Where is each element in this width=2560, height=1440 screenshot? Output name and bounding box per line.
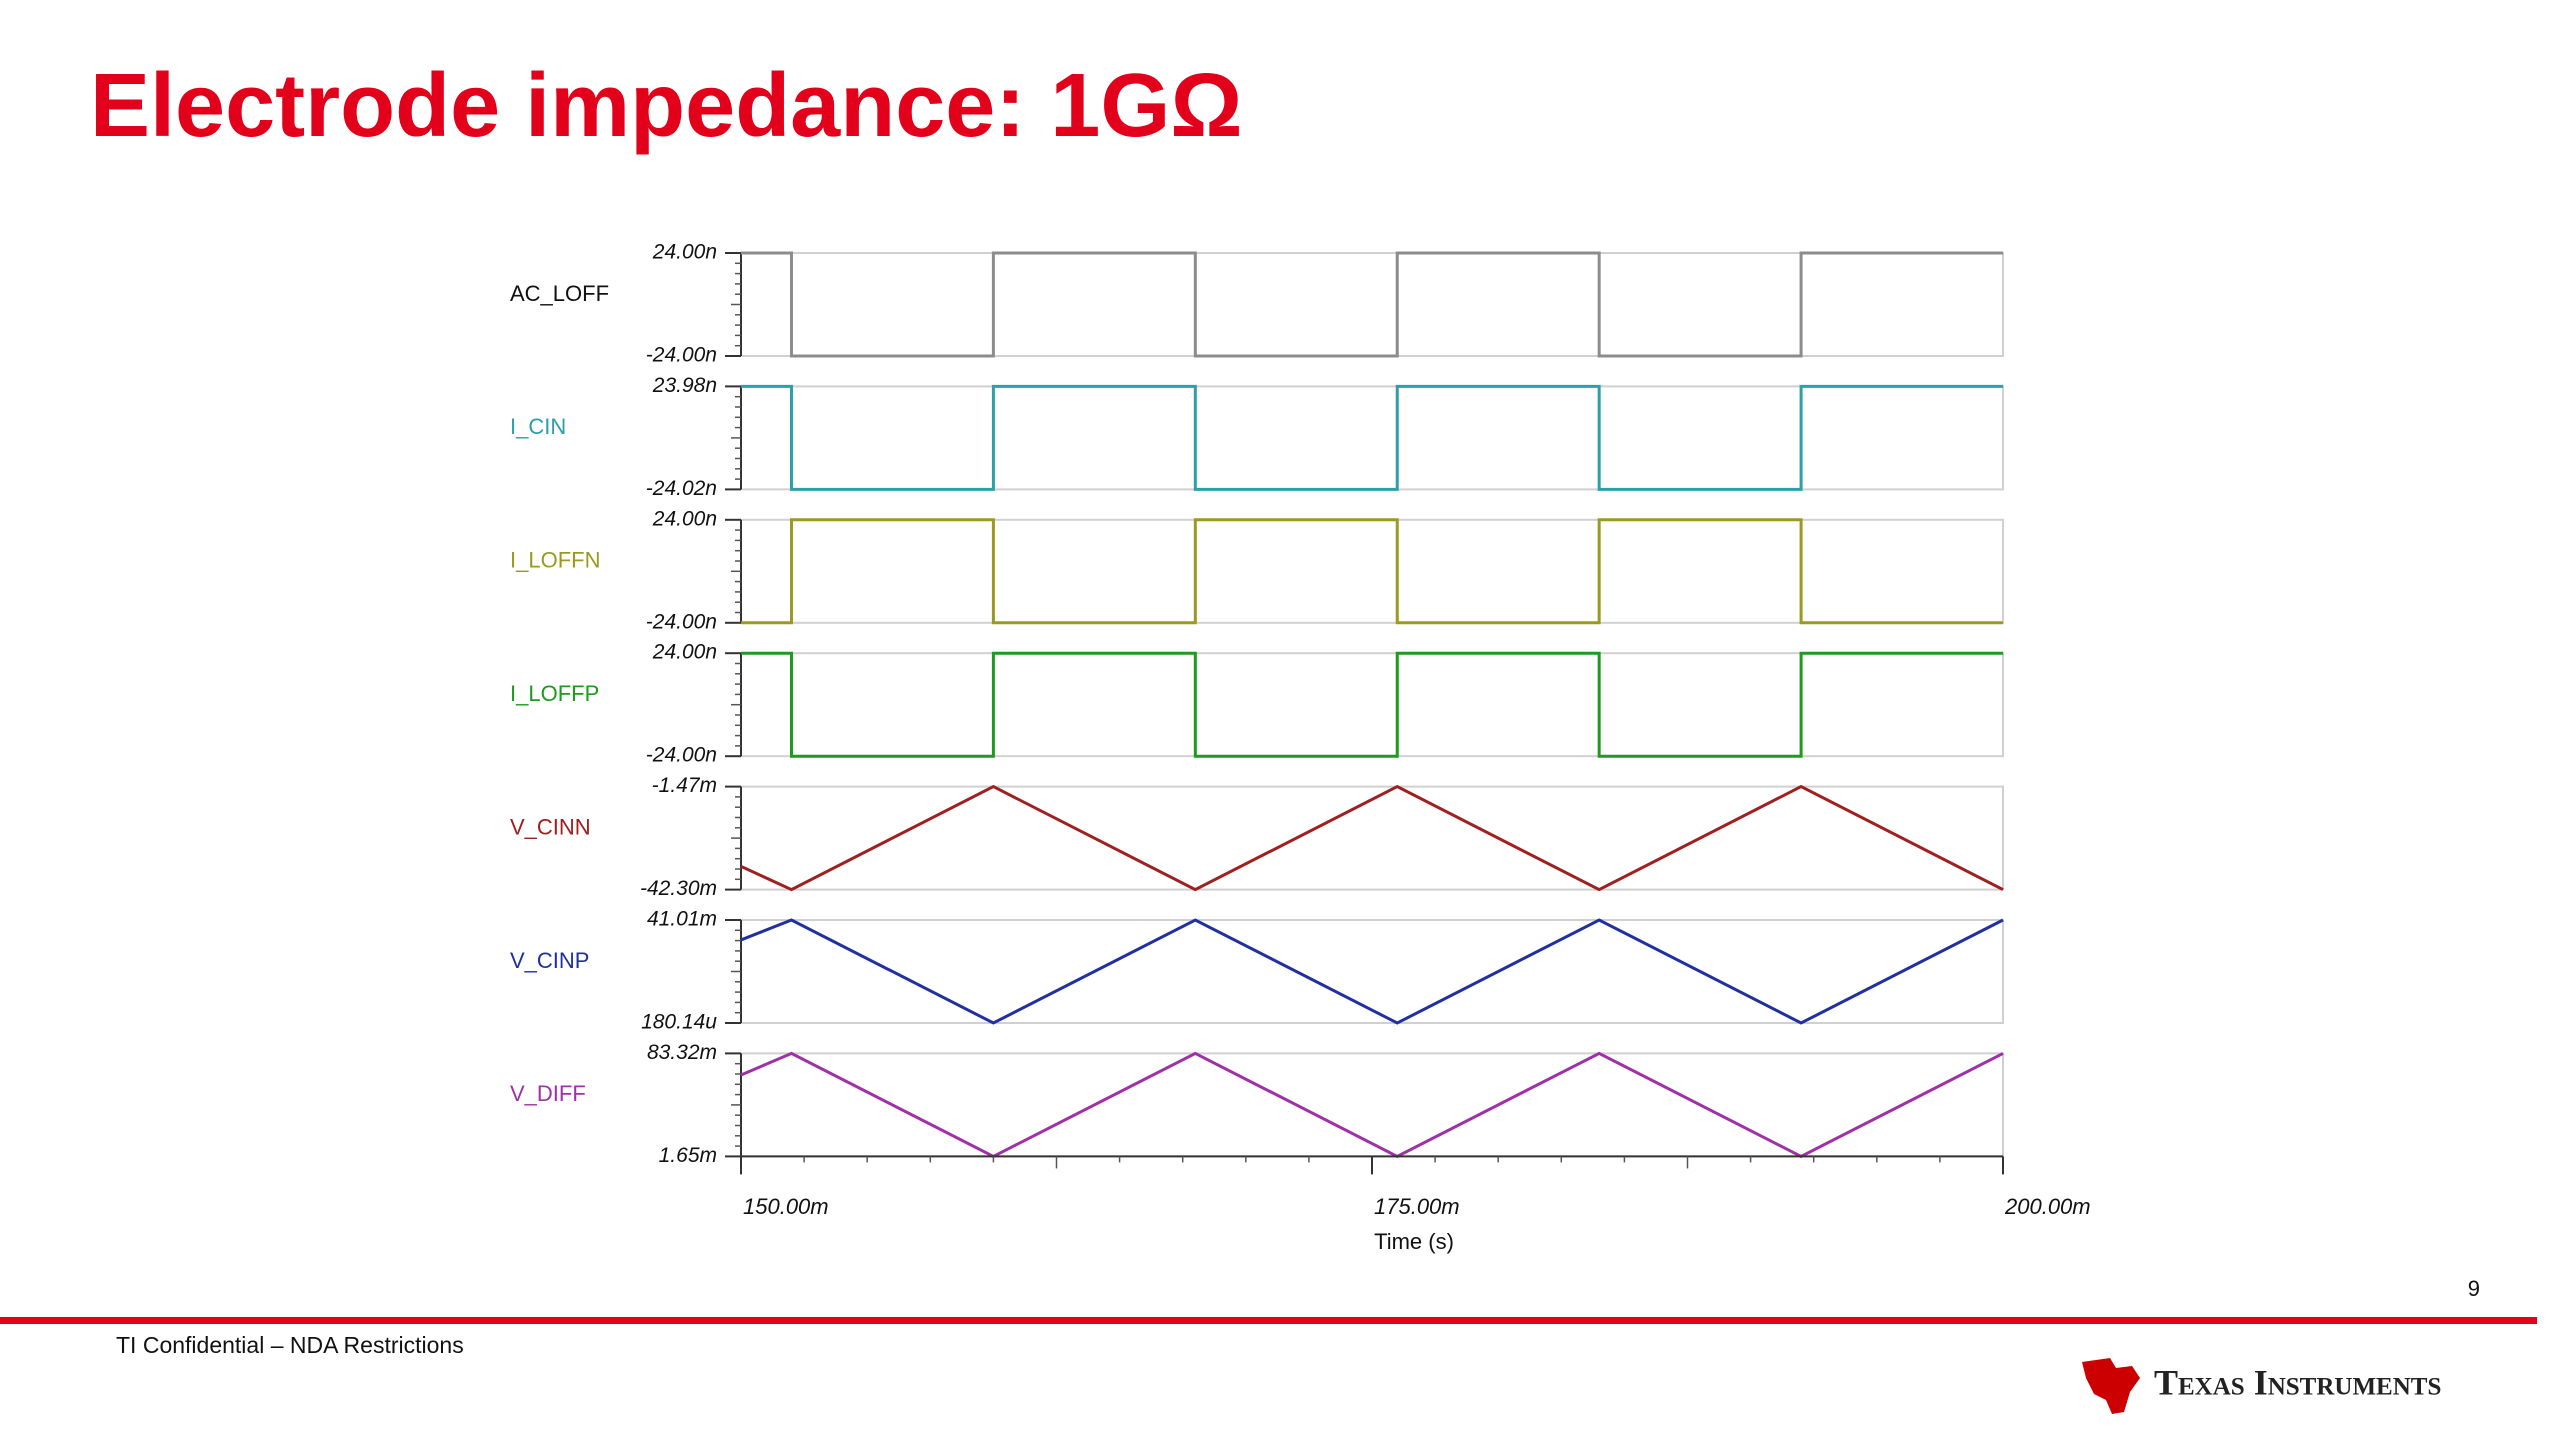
x-tick-label: 200.00m (2004, 1194, 2091, 1219)
y-tick-label: -24.00n (646, 344, 717, 367)
x-axis-label: Time (s) (1374, 1229, 1454, 1254)
plot-frame (740, 1052, 2004, 1158)
y-tick-label: 41.01m (647, 908, 717, 931)
plot-frame (740, 785, 2004, 891)
series-label: V_CINP (510, 948, 589, 973)
series-label: V_CINN (510, 814, 591, 839)
series-label: AC_LOFF (510, 281, 609, 306)
series-label: I_LOFFP (510, 681, 599, 706)
plot-frame (740, 385, 2004, 491)
y-tick-label: 1.65m (659, 1144, 717, 1167)
series-line (740, 1051, 2004, 1159)
plot-frame (740, 652, 2004, 758)
y-tick-label: -24.00n (646, 744, 717, 767)
footer-rule (0, 1317, 2537, 1324)
y-tick-label: 24.00n (652, 641, 717, 664)
series-line (740, 784, 2004, 892)
series-label: I_CIN (510, 414, 566, 439)
y-tick-label: -42.30m (640, 877, 717, 900)
series-line (741, 384, 2003, 491)
ti-logo-icon (2082, 1358, 2140, 1414)
x-tick-label: 175.00m (1374, 1194, 1460, 1219)
y-tick-label: -1.47m (652, 774, 717, 797)
series-line (740, 918, 2004, 1025)
series-line (741, 651, 2003, 758)
logo-text: Texas Instruments (2154, 1362, 2441, 1402)
series-label: I_LOFFN (510, 548, 600, 573)
y-tick-label: -24.02n (646, 477, 717, 500)
y-tick-label: 24.00n (652, 507, 717, 530)
y-tick-label: 23.98n (652, 374, 717, 397)
slide-title: Electrode impedance: 1GΩ (90, 56, 1243, 156)
series-label: V_DIFF (510, 1081, 586, 1106)
y-tick-label: 24.00n (652, 241, 717, 264)
footer-text: TI Confidential – NDA Restrictions (116, 1332, 464, 1358)
y-tick-label: 180.14u (641, 1011, 717, 1034)
x-tick-label: 150.00m (743, 1194, 829, 1219)
y-tick-label: -24.00n (646, 610, 717, 633)
series-line (741, 518, 2003, 625)
plot-frame (740, 252, 2004, 357)
y-tick-label: 83.32m (647, 1041, 717, 1064)
plot-frame (740, 919, 2004, 1024)
page-number: 9 (2468, 1276, 2480, 1301)
plot-frame (740, 518, 2004, 624)
series-line (741, 251, 2003, 358)
